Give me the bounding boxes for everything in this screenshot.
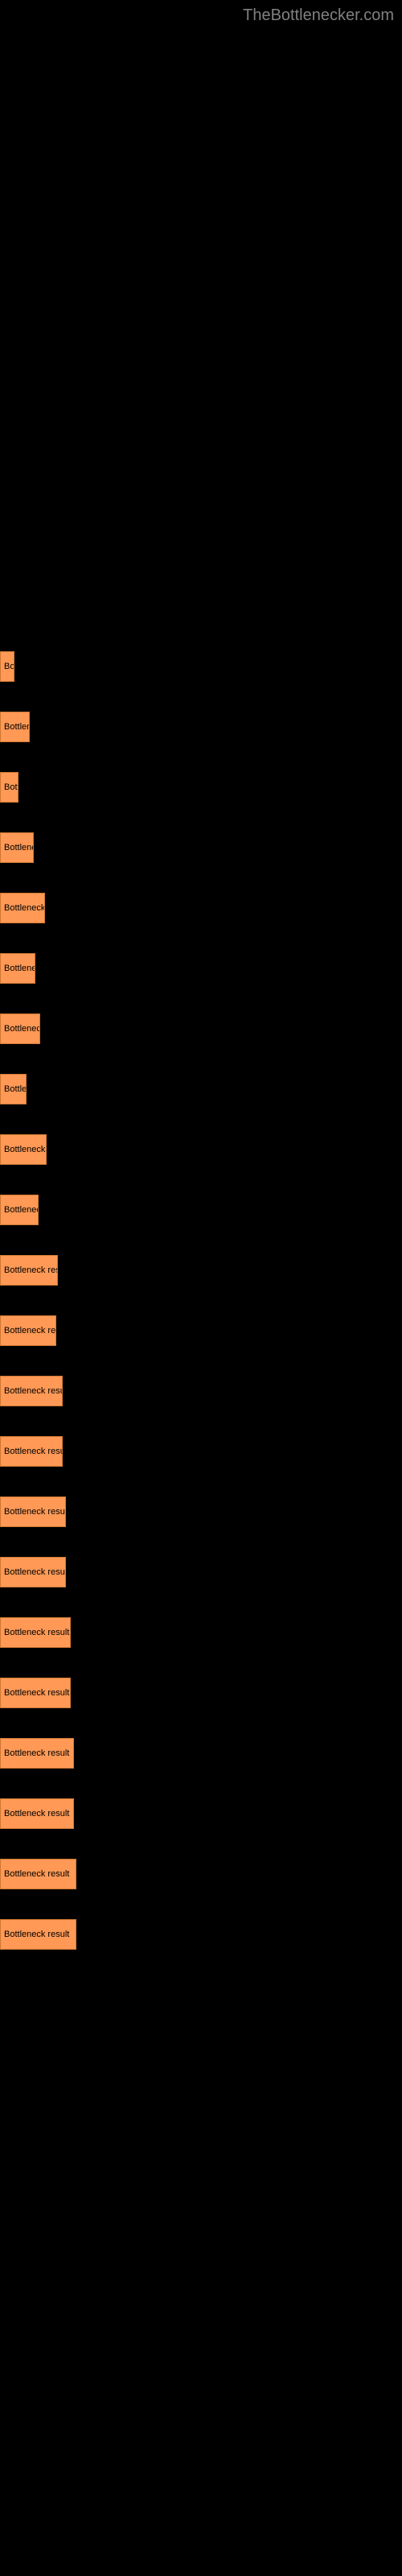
bar-row: Bottleneck result (0, 877, 402, 938)
chart-bar: Bottleneck result (0, 772, 18, 803)
chart-bar: Bottleneck result (0, 893, 45, 923)
bar-row: Bottleneck result (0, 1059, 402, 1119)
chart-bar: Bottleneck result (0, 712, 30, 742)
bar-row: Bottleneck result (0, 1240, 402, 1300)
chart-bar: Bottleneck result (0, 1195, 39, 1225)
bar-chart: Bottleneck result Bottleneck result Bottle… (0, 636, 402, 1964)
bar-row: Bottleneck result (0, 1360, 402, 1421)
watermark-text: TheBottlenecker.com (243, 6, 394, 25)
bar-row: Bottleneck result (0, 1783, 402, 1843)
bar-row: Bottleneck result (0, 1481, 402, 1542)
chart-bar: Bottleneck result (0, 1557, 66, 1587)
bar-row: Bottleneck result (0, 1421, 402, 1481)
bar-row: Bottleneck result (0, 1300, 402, 1360)
chart-bar: Bottleneck result (0, 1376, 63, 1406)
bar-row: Bottleneck result (0, 938, 402, 998)
bar-row: Bottleneck result (0, 636, 402, 696)
bar-row: Bottleneck result (0, 1662, 402, 1723)
chart-bar: Bottleneck result (0, 1255, 58, 1286)
bar-row: Bottleneck result (0, 1723, 402, 1783)
chart-bar: Bottleneck result (0, 1738, 74, 1769)
chart-bar: Bottleneck result (0, 1013, 40, 1044)
bar-row: Bottleneck result (0, 757, 402, 817)
chart-bar: Bottleneck result (0, 1496, 66, 1527)
bar-row: Bottleneck result (0, 1179, 402, 1240)
chart-bar: Bottleneck result (0, 832, 34, 863)
chart-bar: Bottleneck result (0, 1859, 76, 1889)
bar-row: Bottleneck result (0, 1119, 402, 1179)
chart-bar: Bottleneck result (0, 1315, 56, 1346)
bar-row: Bottleneck result (0, 1542, 402, 1602)
chart-bar: Bottleneck result (0, 953, 35, 984)
chart-bar: Bottleneck result (0, 1134, 47, 1165)
bar-row: Bottleneck result (0, 1843, 402, 1904)
chart-bar: Bottleneck result (0, 651, 14, 682)
chart-bar: Bottleneck result (0, 1617, 71, 1648)
chart-bar: Bottleneck result (0, 1919, 76, 1950)
bar-row: Bottleneck result (0, 998, 402, 1059)
bar-row: Bottleneck result (0, 1602, 402, 1662)
bar-row: Bottleneck result (0, 817, 402, 877)
chart-bar: Bottleneck result (0, 1678, 71, 1708)
chart-bar: Bottleneck result (0, 1436, 63, 1467)
bar-row: Bottleneck result (0, 1904, 402, 1964)
bar-row: Bottleneck result (0, 696, 402, 757)
chart-bar: Bottleneck result (0, 1074, 27, 1104)
chart-bar: Bottleneck result (0, 1798, 74, 1829)
